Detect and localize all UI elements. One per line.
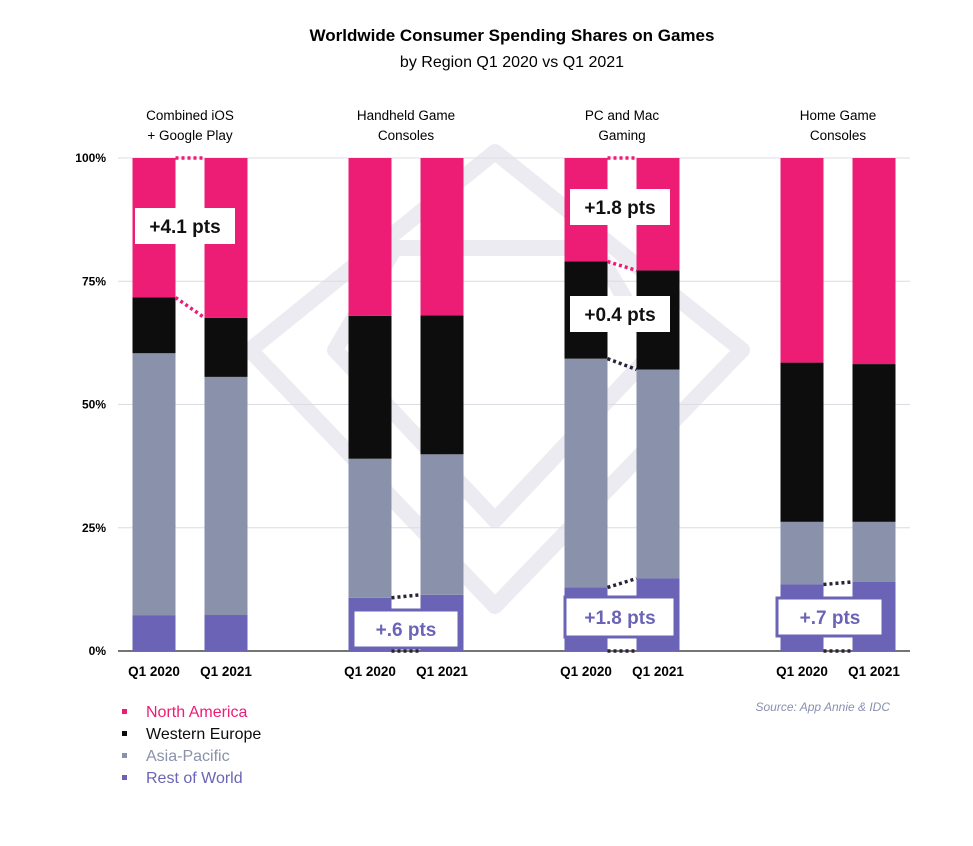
x-axis: Q1 2020 Q1 2021 Q1 2020 Q1 2021 Q1 2020 Q1 20… (128, 664, 900, 679)
chart-subtitle: by Region Q1 2020 vs Q1 2021 (400, 54, 624, 71)
annotation-box (351, 608, 461, 650)
group-label: Consoles (810, 128, 867, 143)
bar-segment-western-europe (420, 315, 464, 455)
source-note: Source: App Annie & IDC (755, 700, 890, 714)
legend-label: Rest of World (146, 770, 243, 787)
bar-segment-western-europe (204, 317, 248, 377)
connector-line (823, 580, 853, 587)
y-tick-label: 0% (89, 644, 107, 658)
bar-segment-rest-of-world (132, 615, 176, 651)
x-tick-label: Q1 2021 (416, 664, 468, 679)
x-tick-label: Q1 2020 (776, 664, 828, 679)
legend-label: Asia-Pacific (146, 748, 230, 765)
annotation-text: +1.8 pts (584, 198, 655, 219)
x-tick-label: Q1 2020 (128, 664, 180, 679)
x-tick-label: Q1 2020 (344, 664, 396, 679)
bar-segment-asia-pacific (348, 458, 392, 598)
group-label: Combined iOS (146, 108, 234, 123)
legend-label: North America (146, 704, 247, 721)
x-tick-label: Q1 2021 (200, 664, 252, 679)
annotation-box (775, 596, 885, 638)
group-labels: Combined iOS + Google Play Handheld Game Co… (146, 108, 876, 143)
y-tick-label: 100% (75, 151, 106, 165)
bar-segment-north-america (852, 158, 896, 365)
annotation-box (563, 595, 677, 639)
x-tick-label: Q1 2021 (632, 664, 684, 679)
annotation-box (570, 296, 670, 332)
bar-segment-asia-pacific (204, 376, 248, 616)
group-label: Handheld Game (357, 108, 455, 123)
chart-title: Worldwide Consumer Spending Shares on Ga… (310, 26, 715, 45)
bar-segment-western-europe (852, 364, 896, 522)
x-tick-label: Q1 2020 (560, 664, 612, 679)
bar-segment-asia-pacific (636, 369, 680, 579)
annotation-box (570, 189, 670, 225)
bar-segment-rest-of-world (204, 615, 248, 651)
group-label: PC and Mac (585, 108, 660, 123)
legend-marker (122, 775, 127, 780)
y-tick-label: 75% (82, 274, 106, 288)
legend-marker (122, 709, 127, 714)
legend-label: Western Europe (146, 726, 261, 743)
bar-segment-western-europe (780, 362, 824, 522)
annotations: +4.1 pts +.6 pts +1.8 pts +0.4 pts +1.8 pts +… (135, 189, 885, 650)
group-label: Consoles (378, 128, 435, 143)
annotation-text: +.7 pts (800, 608, 861, 629)
annotation-box (135, 208, 235, 244)
bar-segment-north-america (780, 158, 824, 363)
connector-line (606, 576, 638, 590)
connector-line (606, 259, 638, 273)
annotation-text: +1.8 pts (584, 608, 655, 629)
group-label: Gaming (598, 128, 645, 143)
bar-segment-asia-pacific (780, 521, 824, 585)
bar-segment-asia-pacific (420, 454, 464, 595)
connector-line (606, 357, 638, 372)
group-label: Home Game (800, 108, 877, 123)
connector-line (391, 593, 421, 600)
annotation-text: +4.1 pts (149, 217, 220, 238)
bar-segment-asia-pacific (852, 521, 896, 582)
group-label: + Google Play (147, 128, 232, 143)
connector-line (174, 296, 206, 320)
bar-segment-asia-pacific (132, 353, 176, 616)
connectors (174, 156, 853, 653)
bar-segment-asia-pacific (564, 358, 608, 588)
annotation-text: +.6 pts (376, 620, 437, 641)
y-tick-label: 50% (82, 398, 106, 412)
bar-segment-western-europe (348, 315, 392, 459)
bar-segment-western-europe (132, 297, 176, 354)
y-tick-label: 25% (82, 521, 106, 535)
gridlines (118, 157, 910, 652)
legend-marker (122, 731, 127, 736)
legend-marker (122, 753, 127, 758)
bar-segment-north-america (420, 158, 464, 316)
bar-segment-north-america (348, 158, 392, 316)
annotation-text: +0.4 pts (584, 305, 655, 326)
y-axis: 0% 25% 50% 75% 100% (75, 151, 106, 658)
legend: North America Western Europe Asia-Pacific R… (122, 704, 261, 787)
x-tick-label: Q1 2021 (848, 664, 900, 679)
